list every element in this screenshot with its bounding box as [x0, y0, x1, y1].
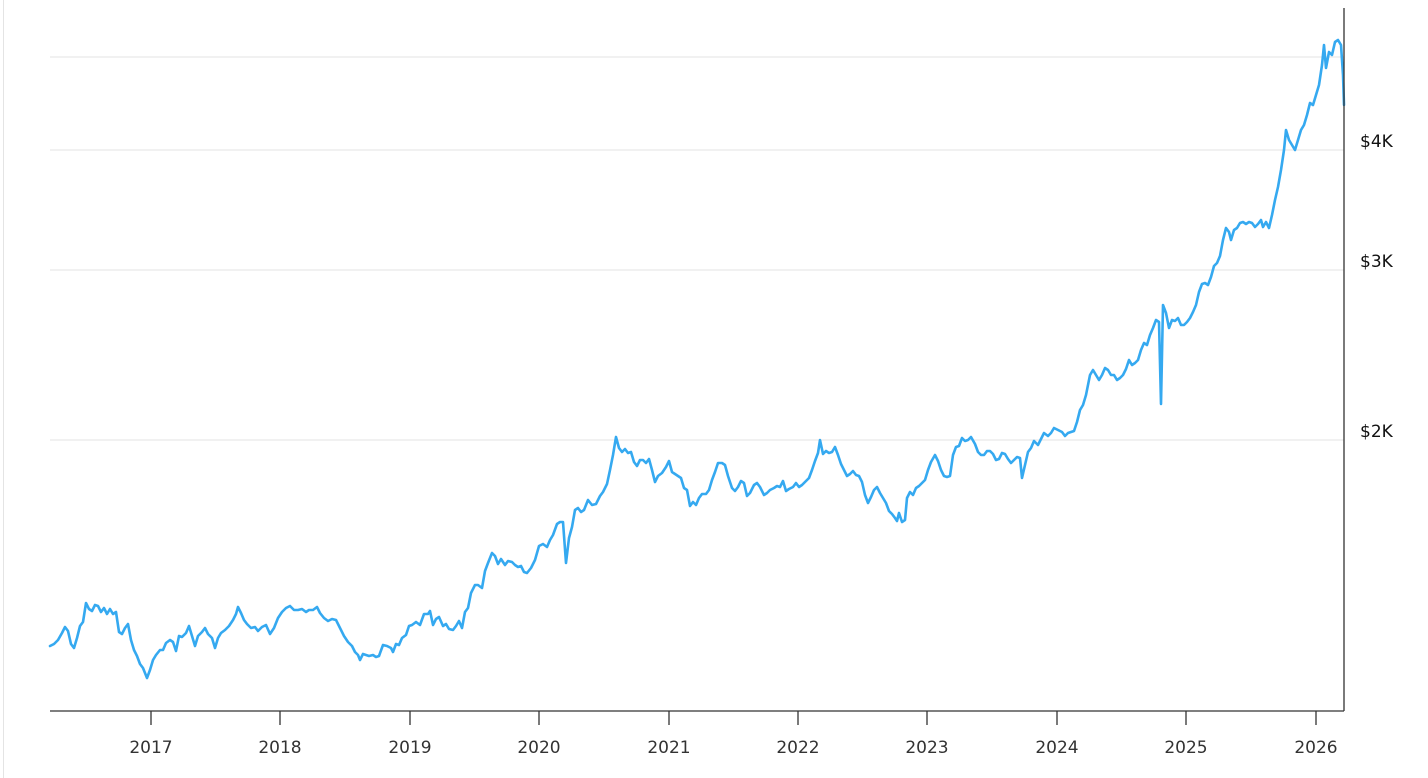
left-border	[3, 0, 4, 778]
x-tick-label-2018: 2018	[258, 738, 301, 758]
x-tick-label-2019: 2019	[388, 738, 431, 758]
x-tick-label-2025: 2025	[1164, 738, 1207, 758]
gridlines	[50, 56, 1344, 441]
x-tick-label-2022: 2022	[776, 738, 819, 758]
y-axis: $4K $3K $2K	[1343, 8, 1394, 711]
x-tick-label-2024: 2024	[1035, 738, 1078, 758]
x-tick-label-2023: 2023	[905, 738, 948, 758]
x-tick-label-2021: 2021	[647, 738, 690, 758]
y-tick-label-4k: $4K	[1360, 132, 1394, 152]
price-line	[48, 38, 1346, 680]
y-tick-label-3k: $3K	[1360, 252, 1394, 272]
x-axis: 2017 2018 2019 2020 2021 2022 2023 2024 2025 2026	[50, 710, 1344, 758]
y-tick-label-2k: $2K	[1360, 422, 1394, 442]
x-tick-label-2026: 2026	[1294, 738, 1337, 758]
x-tick-label-2017: 2017	[129, 738, 172, 758]
x-tick-label-2020: 2020	[517, 738, 560, 758]
